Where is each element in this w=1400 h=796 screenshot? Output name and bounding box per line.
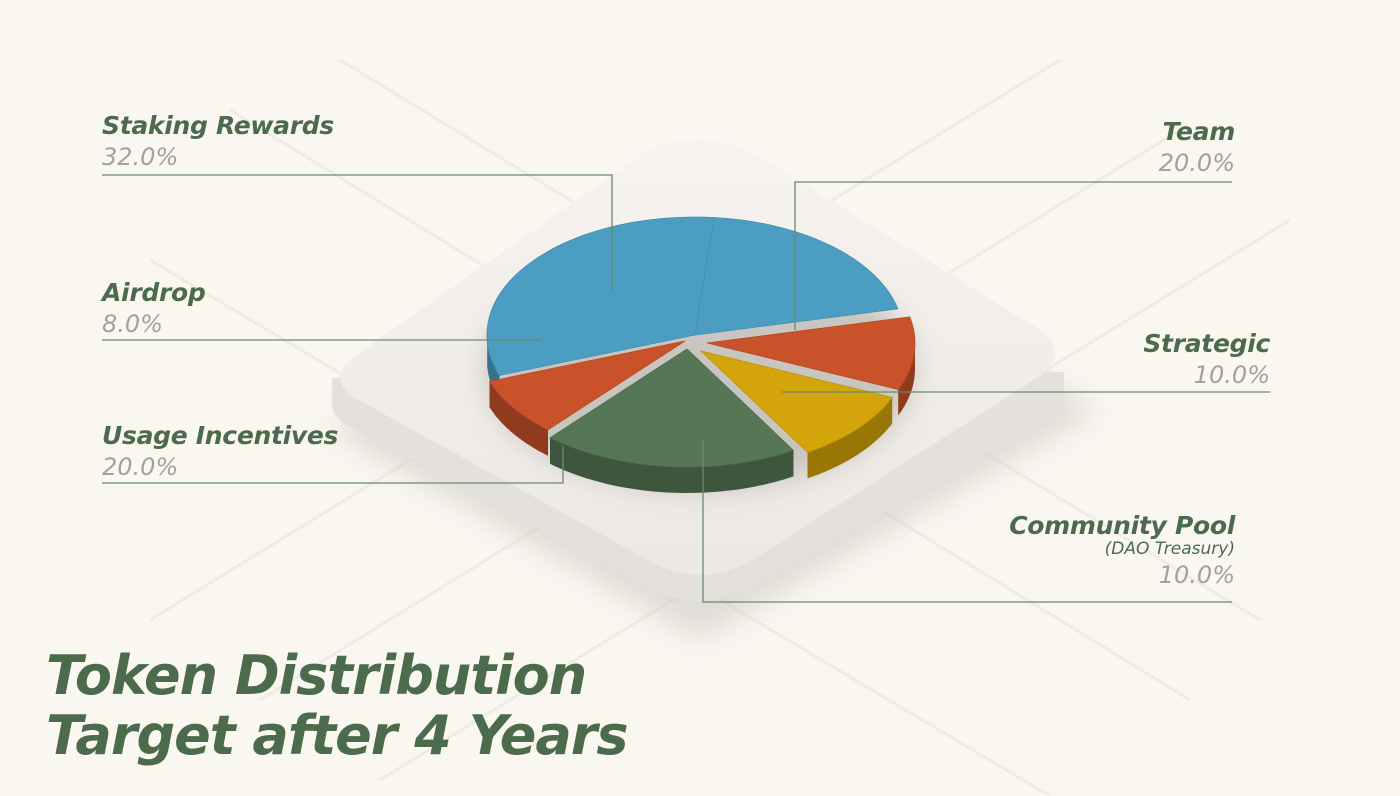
slice-name: Usage Incentives [102,421,339,450]
label-strategic: Strategic 10.0% [1143,330,1270,388]
chart-title: Token Distribution Target after 4 Years [46,644,629,767]
slice-percent: 10.0% [1193,360,1270,389]
pie-side-airdrop [489,381,548,456]
slice-name: Strategic [1143,329,1270,358]
slice-name: Staking Rewards [102,111,334,140]
slice-percent: 20.0% [1158,148,1235,177]
label-staking-rewards: Staking Rewards 32.0% [102,112,334,170]
pie-slice-staking-rewards [486,216,715,376]
leader-line-usage-incentives [102,446,564,484]
slice-sublabel: (DAO Treasury) [1104,538,1235,559]
pie-side-strategic [898,344,915,416]
pie-tops [486,216,916,468]
pie-slice-team [694,217,899,336]
label-team: Team 20.0% [1158,117,1236,177]
slice-percent: 10.0% [1158,561,1235,590]
slice-percent: 20.0% [102,452,179,481]
pie-sides [487,340,915,493]
pie-side-usage-incentives [550,437,794,493]
slice-name: Team [1162,117,1235,146]
leader-line-community-pool [702,440,1232,603]
label-community-pool: Community Pool (DAO Treasury) 10.0% [1009,512,1235,589]
slice-percent: 32.0% [102,142,179,171]
pie-slice-community-pool [699,350,893,453]
leader-line-team [794,181,1232,330]
title-line-2: Target after 4 Years [46,704,629,767]
pie-slice-usage-incentives [549,348,795,468]
pie-side-community-pool [807,397,893,479]
title-line-1: Token Distribution [46,644,587,707]
slice-percent: 8.0% [102,309,163,338]
slice-name: Community Pool [1009,511,1235,540]
pie-slice-airdrop [488,340,686,431]
slice-name: Airdrop [102,278,206,307]
leader-line-staking-rewards [102,174,613,292]
label-usage-incentives: Usage Incentives 20.0% [102,422,338,480]
leader-lines [102,174,1270,603]
label-airdrop: Airdrop 8.0% [102,278,206,338]
pie-slice-strategic [706,316,916,390]
